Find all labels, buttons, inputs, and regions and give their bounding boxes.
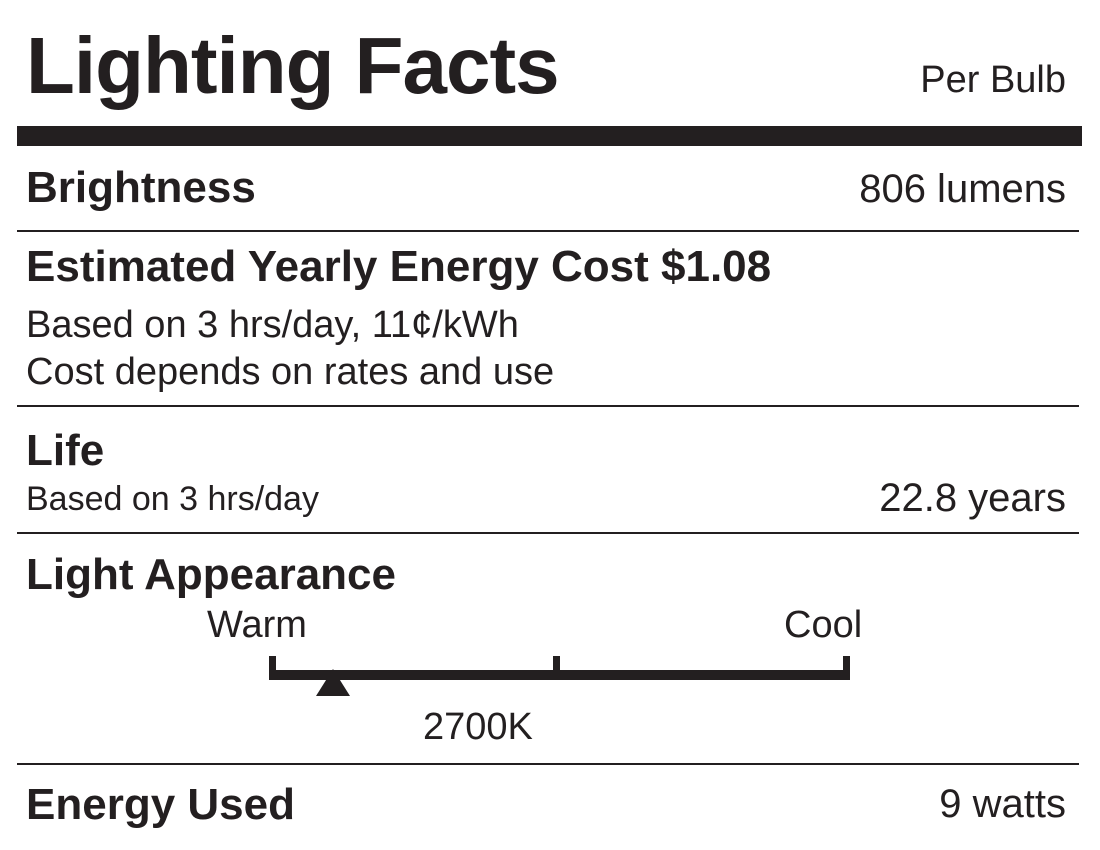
scale-tick-middle bbox=[553, 656, 560, 680]
warm-label: Warm bbox=[207, 604, 307, 646]
cool-label: Cool bbox=[784, 604, 863, 646]
energy-used-label: Energy Used bbox=[26, 780, 295, 829]
scale-tick-cool bbox=[843, 656, 850, 680]
brightness-label: Brightness bbox=[26, 163, 256, 212]
energy-cost-heading: Estimated Yearly Energy Cost $1.08 bbox=[26, 242, 772, 291]
divider bbox=[17, 532, 1079, 534]
divider bbox=[17, 763, 1079, 765]
life-value: 22.8 years bbox=[879, 476, 1066, 520]
color-temperature-value: 2700K bbox=[423, 706, 533, 748]
color-temperature-marker-icon bbox=[315, 669, 350, 696]
energy-cost-note: Cost depends on rates and use bbox=[26, 351, 555, 393]
energy-cost-basis: Based on 3 hrs/day, 11¢/kWh bbox=[26, 304, 519, 346]
brightness-value: 806 lumens bbox=[859, 167, 1066, 211]
per-bulb-label: Per Bulb bbox=[920, 59, 1066, 101]
divider bbox=[17, 230, 1079, 232]
life-label: Life bbox=[26, 426, 105, 475]
scale-tick-warm bbox=[269, 656, 276, 680]
light-appearance-label: Light Appearance bbox=[26, 550, 396, 599]
energy-used-value: 9 watts bbox=[939, 782, 1066, 826]
label-title: Lighting Facts bbox=[26, 21, 560, 110]
header-divider bbox=[17, 126, 1082, 146]
divider bbox=[17, 405, 1079, 407]
life-basis: Based on 3 hrs/day bbox=[26, 480, 319, 518]
